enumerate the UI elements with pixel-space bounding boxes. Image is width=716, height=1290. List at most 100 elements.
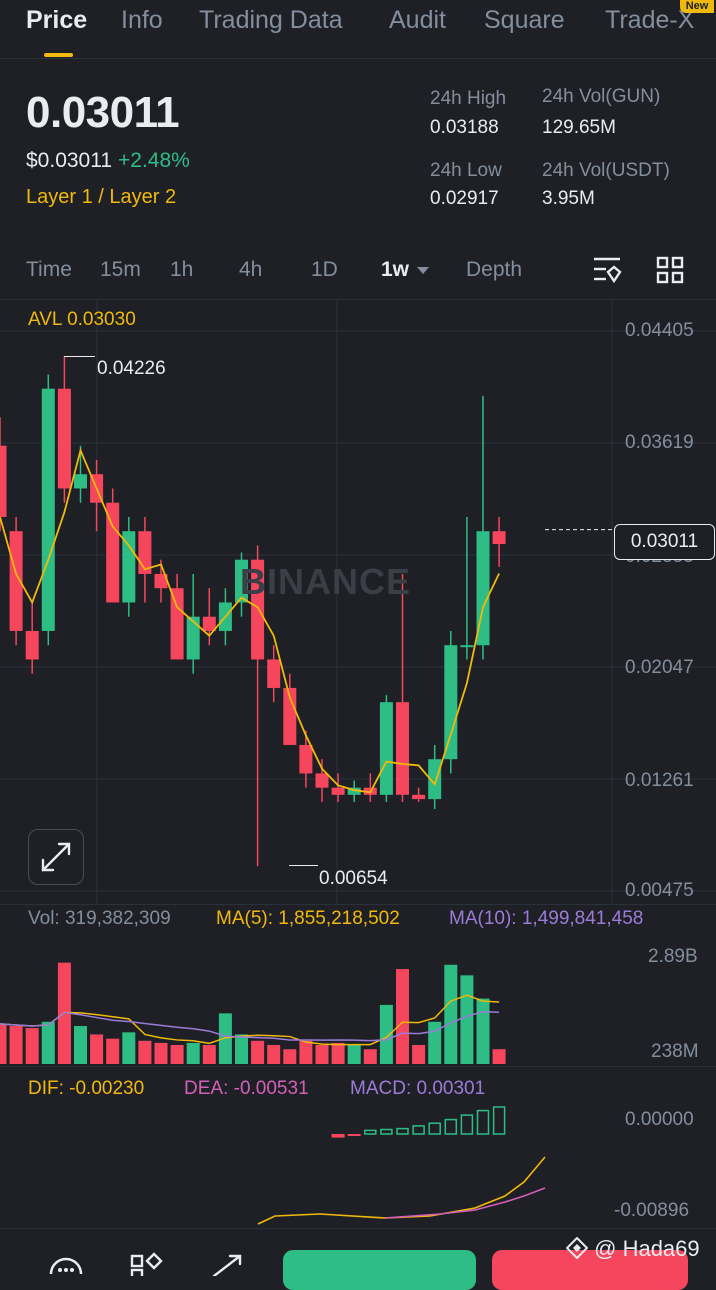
candle-body [476,531,490,646]
volume-bar [347,1045,361,1064]
volume-bar [412,1045,426,1064]
chart-grid [0,300,716,904]
divider [0,904,716,905]
macd-bar [364,1129,377,1135]
volume-bar [283,1049,297,1064]
macd-chart [257,1106,546,1225]
candle-body [299,744,313,774]
y-tick: 0.03619 [625,432,694,453]
price-chart[interactable] [0,300,716,904]
volume-bar [138,1040,152,1064]
y-tick: 0.01261 [625,770,694,791]
candle-body [0,445,7,517]
user-watermark: @ Hada69 [565,1236,700,1262]
volume-bar [444,964,458,1064]
volume-bar [379,1004,393,1064]
volume-bar [267,1045,281,1064]
macd-bar [331,1134,345,1138]
vol-base-value: 129.65M [542,117,616,138]
interval-time[interactable]: Time [26,258,72,281]
moving-average-line [0,447,500,794]
macd-bar [396,1127,409,1135]
volume-bar [218,1013,232,1064]
candle-body [283,687,297,745]
candle-body [41,388,55,631]
divider [0,1066,716,1067]
volume-bar [9,1026,23,1064]
volume-chart [0,962,506,1064]
max-price-label: 0.04226 [97,358,166,379]
tab-audit[interactable]: Audit [389,6,446,34]
candle-body [170,588,184,660]
macd-y-tick: 0.00000 [625,1109,694,1130]
usd-price: $0.03011 [26,149,113,172]
candle-body [412,794,426,800]
volume-bar [396,969,409,1064]
tab-square[interactable]: Square [484,6,565,34]
volume-bar [170,1045,184,1064]
y-tick: 0.00475 [625,880,694,901]
tab-price[interactable]: Price [26,6,88,34]
candle-body [347,787,361,795]
interval-depth[interactable]: Depth [466,258,523,281]
interval-1d[interactable]: 1D [311,258,338,281]
tab-trade-x[interactable]: Trade-X [605,6,695,34]
volume-bar [74,1026,87,1064]
macd-bar [492,1106,506,1135]
buy-button[interactable] [283,1250,476,1290]
user-handle: @ Hada69 [594,1236,700,1261]
candle-body [315,773,329,788]
indicator-settings-icon[interactable] [592,255,624,285]
new-badge: New [680,0,714,13]
low-value: 0.02917 [430,188,499,209]
macd-dif-label: DIF: -0.00230 [28,1078,145,1099]
candle-body [186,616,200,660]
candle-body [106,502,120,603]
price-change: +2.48% [118,149,190,172]
tab-info[interactable]: Info [121,6,163,34]
macd-histogram [331,1106,506,1138]
volume-bar [476,998,490,1064]
interval-1h[interactable]: 1h [170,258,194,281]
volume-bar [106,1038,120,1064]
expand-icon [41,842,71,872]
chat-icon[interactable] [48,1252,84,1276]
macd-bar [347,1134,361,1136]
candle-body [122,531,136,603]
interval-4h[interactable]: 4h [239,258,263,281]
candle-body [379,702,393,795]
apps-icon[interactable] [130,1252,164,1276]
active-tab-indicator [44,53,73,57]
macd-bar [412,1125,425,1135]
volume-ma5-label: MA(5): 1,855,218,502 [216,908,400,929]
volume-y-tick: 2.89B [648,946,698,967]
vol-quote-value: 3.95M [542,188,595,209]
volume-bar [331,1042,345,1064]
macd-bar [428,1122,441,1135]
grid-layout-icon[interactable] [656,256,684,284]
volume-label: Vol: 319,382,309 [28,908,171,929]
divider [0,299,716,300]
volume-bar [41,1021,55,1064]
volume-bar [186,1042,200,1064]
trade-arrow-icon[interactable] [210,1252,244,1276]
divider [0,58,716,59]
interval-15m[interactable]: 15m [100,258,141,281]
tab-trading-data[interactable]: Trading Data [199,6,343,34]
avl-label: AVL 0.03030 [28,309,136,330]
macd-bar [476,1109,490,1135]
interval-1w[interactable]: 1w [381,258,430,282]
fullscreen-button[interactable] [28,829,84,885]
candle-body [251,559,265,660]
macd-bar [460,1114,474,1135]
category-tag[interactable]: Layer 1 / Layer 2 [26,186,177,208]
macd-dea-line [384,1187,546,1219]
diamond-logo-icon [565,1236,589,1260]
macd-bar [444,1118,458,1135]
chevron-down-icon [417,266,430,274]
macd-bar [380,1128,393,1135]
y-tick: 0.04405 [625,320,694,341]
divider [0,1228,716,1229]
candle-body [267,659,281,688]
vol-base-label: 24h Vol(GUN) [542,86,661,107]
